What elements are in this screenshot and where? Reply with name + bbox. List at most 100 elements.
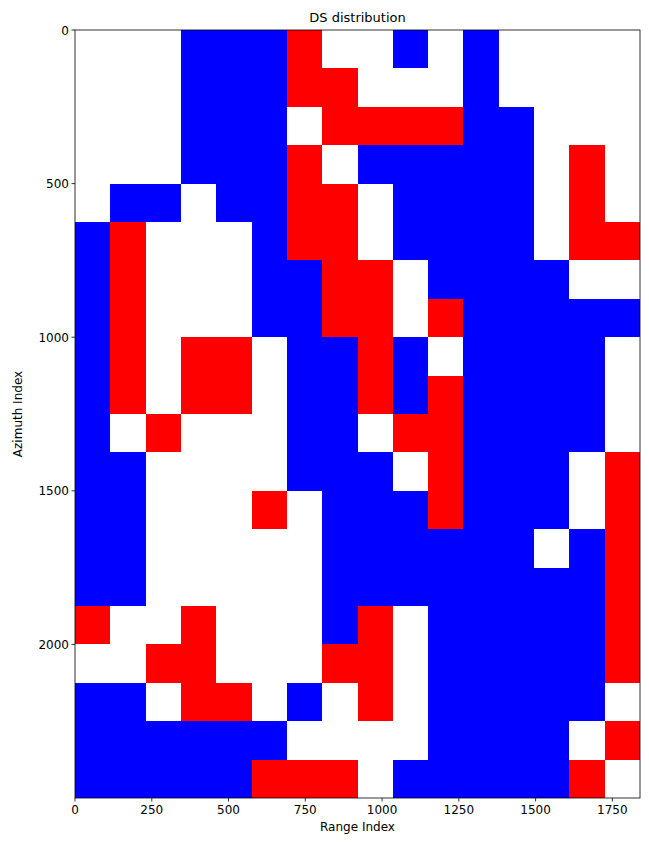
cell xyxy=(75,529,111,568)
cell xyxy=(216,337,252,376)
x-tick xyxy=(382,798,383,802)
cell xyxy=(322,107,358,146)
cell xyxy=(499,68,535,107)
cell xyxy=(110,299,146,338)
cell xyxy=(146,222,182,261)
cell xyxy=(605,606,640,645)
cell xyxy=(252,452,288,491)
cell xyxy=(252,760,288,798)
cell xyxy=(499,337,535,376)
cell xyxy=(358,107,394,146)
cell xyxy=(252,299,288,338)
cell xyxy=(110,30,146,69)
cell xyxy=(216,683,252,722)
x-tick xyxy=(458,798,459,802)
cell xyxy=(428,491,464,530)
cell xyxy=(428,760,464,798)
cell xyxy=(216,721,252,760)
cell xyxy=(252,683,288,722)
cell xyxy=(534,568,570,607)
cell xyxy=(287,644,323,683)
cell xyxy=(110,721,146,760)
cell xyxy=(428,414,464,453)
cell xyxy=(287,145,323,184)
cell xyxy=(428,145,464,184)
cell xyxy=(146,68,182,107)
cell xyxy=(358,760,394,798)
cell xyxy=(569,760,605,798)
cell xyxy=(146,721,182,760)
cell xyxy=(428,337,464,376)
cell xyxy=(428,222,464,261)
cell xyxy=(463,683,499,722)
cell xyxy=(181,107,217,146)
cell xyxy=(393,145,429,184)
cell xyxy=(499,452,535,491)
cell xyxy=(428,683,464,722)
cell xyxy=(216,222,252,261)
cell xyxy=(605,452,640,491)
cell xyxy=(358,414,394,453)
cell xyxy=(75,644,111,683)
x-tick xyxy=(75,798,76,802)
cell xyxy=(252,644,288,683)
cell xyxy=(393,606,429,645)
cell xyxy=(393,107,429,146)
cell xyxy=(75,107,111,146)
y-axis-label: Azimuth Index xyxy=(11,371,25,457)
cell xyxy=(216,260,252,299)
cell xyxy=(146,491,182,530)
cell xyxy=(534,107,570,146)
cell xyxy=(75,376,111,415)
cell xyxy=(146,107,182,146)
cell xyxy=(499,760,535,798)
cell xyxy=(393,721,429,760)
cell xyxy=(287,529,323,568)
cell xyxy=(146,299,182,338)
cell xyxy=(605,337,640,376)
cell xyxy=(252,568,288,607)
cell xyxy=(605,222,640,261)
cell xyxy=(322,337,358,376)
y-tick xyxy=(72,337,76,338)
cell xyxy=(393,184,429,223)
cell xyxy=(216,299,252,338)
cell xyxy=(534,683,570,722)
cell xyxy=(322,260,358,299)
cell xyxy=(534,760,570,798)
cell xyxy=(75,145,111,184)
cell xyxy=(287,299,323,338)
cell xyxy=(322,376,358,415)
cell xyxy=(393,452,429,491)
cell xyxy=(252,30,288,69)
cell xyxy=(534,606,570,645)
cell xyxy=(463,184,499,223)
cell xyxy=(252,337,288,376)
cell xyxy=(534,452,570,491)
chart: 0250500750100012501500175005001000150020… xyxy=(0,0,649,853)
cell xyxy=(393,414,429,453)
cell xyxy=(252,145,288,184)
cell xyxy=(181,644,217,683)
cell xyxy=(358,721,394,760)
cell xyxy=(463,414,499,453)
x-tick-label: 1000 xyxy=(367,803,398,817)
cell xyxy=(181,299,217,338)
cell xyxy=(534,644,570,683)
cell xyxy=(75,299,111,338)
cell xyxy=(534,721,570,760)
cell xyxy=(287,30,323,69)
cell xyxy=(322,491,358,530)
cell xyxy=(322,299,358,338)
cell xyxy=(322,721,358,760)
cell xyxy=(75,414,111,453)
cell xyxy=(110,683,146,722)
cell xyxy=(463,606,499,645)
cell xyxy=(322,760,358,798)
cell xyxy=(605,683,640,722)
cell xyxy=(569,414,605,453)
cell xyxy=(287,414,323,453)
cell xyxy=(322,184,358,223)
cell xyxy=(358,68,394,107)
cell xyxy=(181,760,217,798)
